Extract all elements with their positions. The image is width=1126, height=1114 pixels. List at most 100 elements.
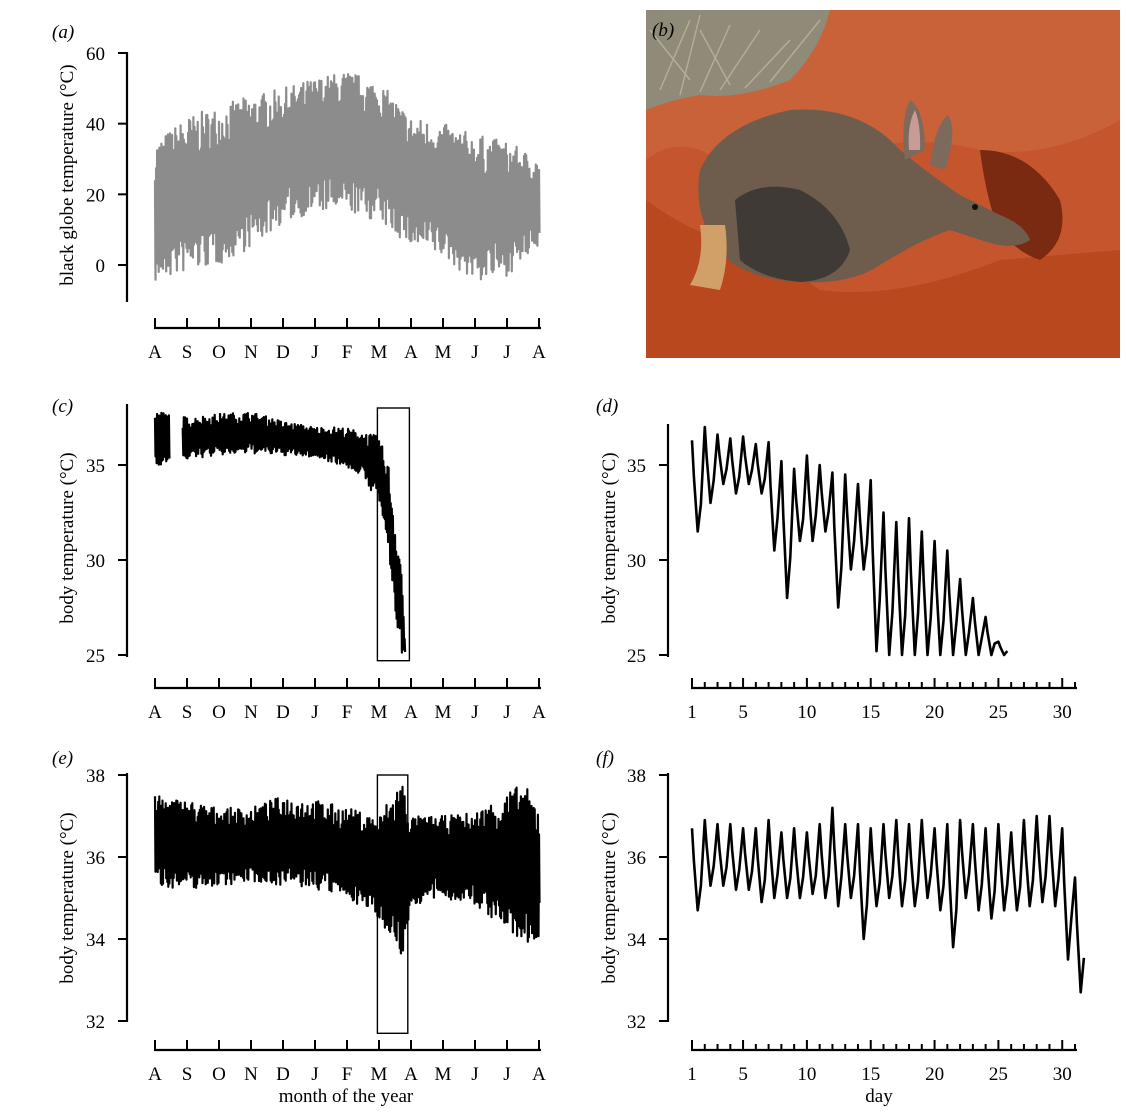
x-tick-label-d-2: 10 (797, 702, 816, 723)
x-tick-label-e-6: F (342, 1064, 353, 1085)
x-tick-label-c-6: F (342, 702, 353, 723)
y-tick-label-f-3: 38 (627, 766, 646, 787)
x-tick-label-d-6: 30 (1053, 702, 1072, 723)
x-tick-label-c-11: J (503, 702, 510, 723)
y-tick-label-f-2: 36 (627, 848, 646, 869)
y-tick-label-a-0: 0 (96, 256, 106, 277)
x-tick-label-a-9: M (435, 342, 452, 363)
panel-e-xlabel: month of the year (279, 1086, 414, 1107)
x-tick-label-c-3: N (244, 702, 258, 723)
panel-b: (b) (646, 10, 1120, 358)
x-tick-label-e-5: J (311, 1064, 318, 1085)
x-tick-label-f-2: 10 (797, 1064, 816, 1085)
series-line-e-0 (153, 785, 541, 955)
x-tick-label-f-3: 15 (861, 1064, 880, 1085)
y-tick-label-d-1: 30 (627, 551, 646, 572)
panel-a-letter: (a) (52, 22, 74, 43)
x-tick-label-a-10: J (471, 342, 478, 363)
x-tick-label-a-11: J (503, 342, 510, 363)
x-tick-label-e-3: N (244, 1064, 258, 1085)
panel-f-ylabel: body temperature (°C) (599, 812, 620, 983)
x-tick-label-d-0: 1 (687, 702, 697, 723)
y-tick-label-f-0: 32 (627, 1012, 646, 1033)
x-tick-label-e-4: D (276, 1064, 290, 1085)
y-tick-label-a-1: 20 (86, 185, 105, 206)
x-tick-label-e-10: J (471, 1064, 478, 1085)
y-tick-label-e-1: 34 (86, 930, 106, 951)
x-tick-label-c-7: M (371, 702, 388, 723)
x-tick-label-a-0: A (148, 342, 162, 363)
x-tick-label-f-1: 5 (738, 1064, 748, 1085)
x-tick-label-c-12: A (532, 702, 546, 723)
x-tick-label-a-2: O (212, 342, 226, 363)
panel-c-ylabel: body temperature (°C) (57, 452, 78, 623)
panel-e: (e) body temperature (°C) month of the y… (52, 748, 546, 1107)
x-tick-label-e-0: A (148, 1064, 162, 1085)
series-line-d-0 (690, 425, 1009, 657)
series-line-c-0 (153, 411, 407, 654)
highlight-box-e (376, 774, 409, 1034)
panel-a-ylabel: black globe temperature (°C) (57, 64, 78, 285)
x-tick-label-e-11: J (503, 1064, 510, 1085)
y-tick-label-c-1: 30 (86, 551, 105, 572)
x-tick-label-d-1: 5 (738, 702, 748, 723)
x-tick-label-c-5: J (311, 702, 318, 723)
y-tick-label-c-2: 35 (86, 456, 105, 477)
x-tick-label-f-6: 30 (1053, 1064, 1072, 1085)
x-tick-label-a-6: F (342, 342, 353, 363)
x-tick-label-e-12: A (532, 1064, 546, 1085)
panel-d-letter: (d) (596, 396, 618, 417)
panel-e-ylabel: body temperature (°C) (57, 812, 78, 983)
y-tick-label-a-2: 40 (86, 115, 105, 136)
x-tick-label-d-5: 25 (989, 702, 1008, 723)
panel-f-xlabel: day (865, 1086, 893, 1107)
x-tick-label-e-9: M (435, 1064, 452, 1085)
x-tick-label-e-7: M (371, 1064, 388, 1085)
x-tick-label-d-4: 20 (925, 702, 944, 723)
series-line-a-0 (153, 73, 541, 281)
x-tick-label-f-5: 25 (989, 1064, 1008, 1085)
panel-a: (a) black globe temperature (°C) 0 20 40 60… (52, 22, 546, 363)
x-tick-label-c-2: O (212, 702, 226, 723)
x-tick-label-e-1: S (182, 1064, 193, 1085)
x-tick-label-f-0: 1 (687, 1064, 697, 1085)
y-tick-label-d-2: 35 (627, 456, 646, 477)
x-tick-label-a-4: D (276, 342, 290, 363)
x-tick-label-c-9: M (435, 702, 452, 723)
y-tick-label-e-0: 32 (86, 1012, 105, 1033)
x-tick-label-e-2: O (212, 1064, 226, 1085)
x-tick-label-a-5: J (311, 342, 318, 363)
y-tick-label-e-2: 36 (86, 848, 105, 869)
x-tick-label-c-0: A (148, 702, 162, 723)
x-tick-label-a-8: A (404, 342, 418, 363)
x-tick-label-e-8: A (404, 1064, 418, 1085)
x-tick-label-f-4: 20 (925, 1064, 944, 1085)
y-tick-label-a-3: 60 (86, 44, 105, 65)
x-tick-label-c-8: A (404, 702, 418, 723)
x-tick-label-c-1: S (182, 702, 193, 723)
y-tick-label-f-1: 34 (627, 930, 647, 951)
x-tick-label-d-3: 15 (861, 702, 880, 723)
y-tick-label-c-0: 25 (86, 646, 105, 667)
x-tick-label-a-7: M (371, 342, 388, 363)
panel-f-letter: (f) (596, 748, 614, 769)
aardvark-photo (646, 10, 1120, 358)
x-tick-label-a-1: S (182, 342, 193, 363)
panel-b-letter: (b) (652, 20, 674, 41)
panel-c-letter: (c) (52, 396, 73, 417)
highlight-box-c (376, 407, 411, 662)
panel-e-letter: (e) (52, 748, 73, 769)
x-tick-label-a-12: A (532, 342, 546, 363)
series-line-f-0 (690, 806, 1086, 994)
panel-d-ylabel: body temperature (°C) (599, 452, 620, 623)
x-tick-label-c-4: D (276, 702, 290, 723)
